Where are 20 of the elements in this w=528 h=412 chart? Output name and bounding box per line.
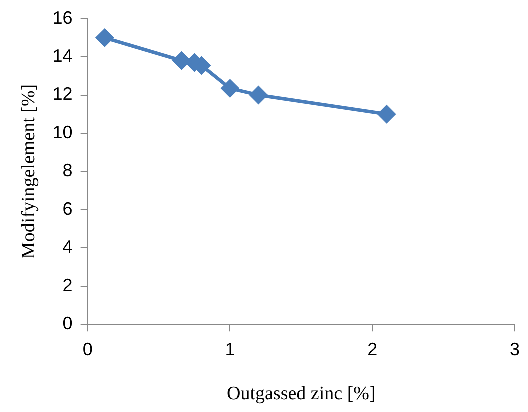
y-axis-title: Modifyingelement [%]: [18, 84, 40, 260]
point: [173, 52, 191, 70]
x-tick-label: 2: [368, 339, 378, 360]
y-tick-label: 12: [52, 84, 73, 104]
point: [96, 29, 114, 47]
x-tick-label: 0: [82, 339, 93, 360]
x-axis-title: Outgassed zinc [%]: [227, 384, 376, 405]
y-tick-label: 0: [62, 314, 73, 334]
y-tick-label: 10: [52, 122, 73, 142]
x-tick-label: 3: [510, 339, 520, 360]
point: [378, 106, 396, 124]
y-tick-label: 6: [62, 198, 73, 219]
point: [250, 86, 268, 104]
y-tick-label: 4: [62, 237, 73, 258]
y-tick-label: 8: [62, 160, 73, 181]
x-tick-label: 1: [225, 339, 236, 360]
y-tick-label: 16: [52, 8, 73, 28]
y-tick-label: 14: [52, 46, 73, 66]
y-tick-label: 2: [62, 275, 73, 296]
point: [221, 80, 239, 98]
